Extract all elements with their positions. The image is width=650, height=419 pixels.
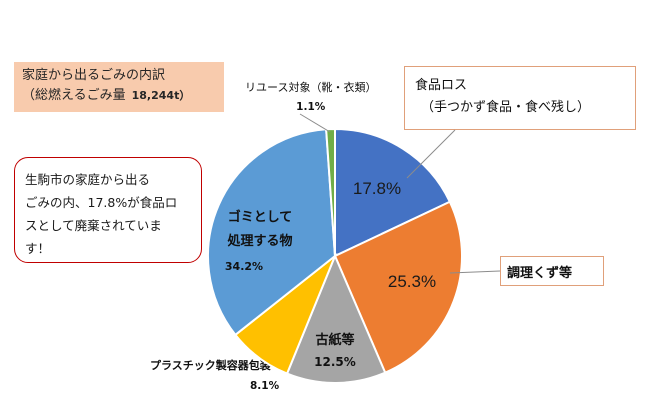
note-box: 生駒市の家庭から出る ごみの内、17.8%が食品ロ スとして廃棄されていま す！	[14, 157, 202, 263]
note-line-4: す！	[25, 241, 51, 256]
reuse-name: リユース対象（靴・衣類）	[245, 81, 377, 94]
food-loss-pct: 17.8%	[353, 179, 401, 198]
paper-pct: 12.5%	[314, 355, 356, 369]
reuse-label: リユース対象（靴・衣類） 1.1%	[245, 79, 376, 113]
leader-lines	[299, 113, 501, 274]
leader-line-reuse	[299, 113, 331, 133]
total-label: （総燃えるごみ量	[22, 88, 126, 103]
pie-slices	[207, 127, 463, 384]
cooking-pct: 25.3%	[388, 272, 436, 291]
chart-subtitle: （総燃えるごみ量 18,244t）	[22, 86, 216, 106]
food-loss-title: 食品ロス	[415, 78, 468, 93]
chart-title-box: 家庭から出るごみの内訳 （総燃えるごみ量 18,244t）	[14, 62, 224, 112]
chart-title: 家庭から出るごみの内訳	[22, 68, 166, 83]
leader-line-food-loss	[406, 129, 456, 179]
garbage-label-2: 処理する物	[226, 233, 292, 249]
paper-label: 古紙等	[315, 332, 354, 348]
note-line-1: 生駒市の家庭から出る	[25, 172, 151, 187]
food-loss-detail: （手つかず食品・食べ残し）	[421, 100, 591, 115]
plastic-pct: 8.1%	[250, 380, 280, 392]
leader-line-cooking	[449, 270, 501, 274]
garbage-pct: 34.2%	[225, 260, 263, 273]
plastic-label: プラスチック製容器包装	[150, 359, 271, 372]
food-loss-callout: 食品ロス （手つかず食品・食べ残し）	[404, 66, 636, 130]
cooking-waste-callout: 調理くず等	[500, 256, 604, 286]
cooking-waste-label: 調理くず等	[507, 266, 573, 281]
pie-slice-garbage	[207, 128, 337, 337]
pie-slice-cooking-waste	[333, 200, 463, 374]
garbage-label-1: ゴミとして	[228, 209, 293, 225]
pie-slice-food-loss	[334, 127, 452, 258]
note-line-2: ごみの内、17.8%が食品ロ	[25, 195, 178, 210]
pie-slice-paper	[285, 253, 387, 384]
reuse-pct: 1.1%	[296, 101, 326, 113]
total-amount: 18,244t）	[131, 89, 191, 102]
note-line-3: スとして廃棄されていま	[25, 218, 162, 233]
